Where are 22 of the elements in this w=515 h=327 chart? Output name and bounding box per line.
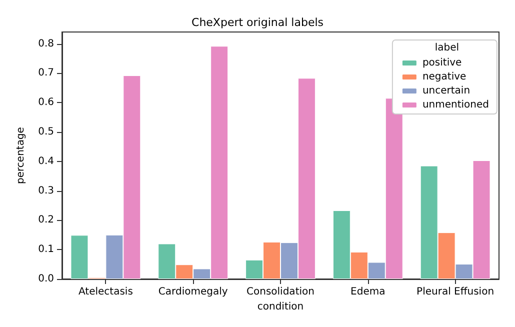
y-tick-label: 0.7	[38, 68, 54, 79]
y-tick-label: 0.1	[38, 244, 54, 256]
legend-label: unmentioned	[422, 100, 489, 110]
y-tick-label: 0.4	[38, 156, 54, 167]
x-axis-title: condition	[257, 301, 304, 312]
y-tick-label: 0.0	[38, 274, 54, 284]
x-tick-label: Edema	[350, 286, 386, 298]
legend-label: negative	[422, 72, 466, 82]
legend-label: uncertain	[422, 86, 470, 96]
chart-title: CheXpert original labels	[192, 16, 324, 29]
y-tick-label: 0.2	[38, 214, 54, 226]
y-tick-label: 0.8	[38, 38, 54, 50]
legend-label: positive	[422, 58, 462, 68]
legend-title: label	[434, 42, 460, 54]
x-tick-label: Cardiomegaly	[158, 286, 228, 298]
y-tick-label: 0.6	[38, 97, 54, 108]
x-tick-label: Atelectasis	[78, 286, 133, 298]
x-tick-label: Pleural Effusion	[416, 286, 494, 298]
y-tick-label: 0.3	[38, 185, 54, 196]
y-tick-label: 0.5	[38, 126, 54, 138]
y-axis-title: percentage	[16, 127, 26, 184]
x-tick-label: Consolidation	[246, 286, 314, 298]
